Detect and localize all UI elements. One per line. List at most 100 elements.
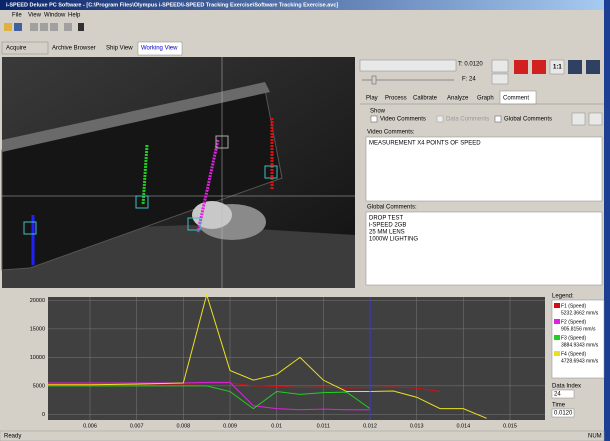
tool-button[interactable] [40, 23, 48, 31]
tab-label[interactable]: Acquire [6, 46, 27, 52]
tab-label[interactable]: Process [385, 96, 407, 102]
series-line [48, 385, 371, 410]
button[interactable] [491, 73, 509, 85]
button[interactable] [549, 59, 565, 75]
toolbar [4, 23, 84, 31]
tab-label[interactable]: Comment [503, 96, 529, 102]
comment[interactable]: 25 MM LENS [369, 230, 405, 236]
checkbox-label[interactable]: Global Comments [504, 117, 552, 123]
tool-button[interactable] [4, 23, 12, 31]
window-title: i-SPEED Deluxe PC Software - [C:\Program… [6, 2, 338, 8]
x-tick-label: 0.011 [317, 423, 330, 429]
tab-label[interactable]: Working View [141, 46, 178, 52]
menu[interactable]: Window [44, 13, 66, 19]
tool-button[interactable] [50, 23, 58, 31]
checkbox-label[interactable]: Data Comments [446, 117, 489, 123]
x-tick-label: 0.006 [83, 423, 97, 429]
legend-title: Legend: [552, 294, 574, 300]
button[interactable] [491, 59, 509, 73]
legend-value: 3884.9343 mm/s [561, 342, 599, 348]
tab-label[interactable]: Graph [477, 96, 494, 102]
x-tick-label: 0.013 [410, 423, 424, 429]
tab-label[interactable]: Ship View [106, 46, 133, 52]
comment[interactable]: 1000W LIGHTING [369, 237, 418, 243]
legend-swatch [554, 303, 560, 308]
marker [264, 165, 278, 179]
slider-thumb[interactable] [371, 75, 377, 85]
legend-entries: F1 (Speed)5232.3662 mm/s F2 (Speed)905.81… [554, 303, 599, 364]
legend-label: F4 (Speed) [561, 351, 586, 357]
legend-value: 5232.3662 mm/s [561, 310, 599, 316]
series-line [48, 381, 370, 411]
y-tick-label: 15000 [30, 326, 45, 332]
field-label: Time [552, 403, 566, 409]
control-panel: T: 0.0120 F: 24 1:1 Play Process Calibra… [359, 59, 604, 286]
field-label: Video Comments: [367, 130, 415, 136]
tab[interactable] [1, 41, 49, 55]
status: Ready [4, 434, 21, 440]
button[interactable] [514, 60, 528, 74]
menu[interactable]: File [12, 13, 22, 19]
tab-label[interactable]: Archive Browser [52, 46, 96, 52]
comment[interactable]: MEASUREMENT X4 POINTS OF SPEED [369, 141, 481, 147]
tool-button[interactable] [78, 23, 84, 31]
x-tick-label: 0.01 [271, 423, 282, 429]
button[interactable] [568, 60, 582, 74]
time-value[interactable]: 0.0120 [554, 411, 573, 417]
legend [551, 299, 605, 379]
field-label: Data Index [552, 384, 581, 390]
transport[interactable] [359, 59, 457, 72]
tab-label[interactable]: Analyze [447, 96, 469, 102]
button[interactable] [571, 112, 586, 126]
track [141, 144, 149, 206]
plot: 0 5000 10000 15000 20000 0.006 0.007 0.008 0.009… [30, 292, 545, 429]
y-tick-label: 0 [42, 412, 45, 418]
comment[interactable]: i-SPEED 2GB [369, 223, 406, 229]
plot-area [48, 297, 545, 420]
marker [215, 135, 229, 149]
tab-active[interactable] [137, 41, 183, 56]
input[interactable] [551, 408, 575, 418]
field-label: Global Comments: [367, 205, 417, 211]
x-tick-label: 0.008 [176, 423, 190, 429]
marker [187, 217, 201, 231]
tab-label[interactable]: Calibrate [413, 96, 438, 102]
y-tick-label: 10000 [30, 355, 45, 361]
cylinder-top [192, 201, 232, 229]
track [196, 139, 220, 233]
checkbox[interactable] [436, 115, 444, 123]
input[interactable] [551, 389, 575, 399]
button[interactable] [588, 112, 603, 126]
checkbox[interactable] [494, 115, 502, 123]
menu[interactable]: View [28, 13, 42, 19]
checkbox[interactable] [370, 115, 378, 123]
y-tick-label: 5000 [33, 383, 45, 389]
zoom-button[interactable]: 1:1 [553, 65, 562, 71]
box-edge [2, 82, 270, 152]
tool-button[interactable] [30, 23, 38, 31]
data-index[interactable]: 24 [554, 392, 561, 398]
button[interactable] [586, 60, 600, 74]
status-indicator: NUM [588, 434, 602, 440]
legend-swatch [554, 351, 560, 356]
tool-button[interactable] [14, 23, 22, 31]
text-area[interactable] [365, 136, 603, 202]
legend-swatch [554, 335, 560, 340]
x-tick-label: 0.015 [503, 423, 517, 429]
time-display: T: 0.0120 [458, 62, 483, 68]
marker [135, 195, 149, 209]
tab-label[interactable]: Play [366, 96, 378, 102]
frame-display: F: 24 [462, 77, 476, 83]
x-tick-label: 0.014 [456, 423, 470, 429]
text-area[interactable] [365, 211, 603, 286]
checkbox-label[interactable]: Video Comments [380, 117, 426, 123]
legend-swatch [554, 319, 560, 324]
x-tick-label: 0.007 [130, 423, 144, 429]
x-tick-label: 0.009 [223, 423, 237, 429]
tool-button[interactable] [64, 23, 72, 31]
menu[interactable]: Help [68, 13, 81, 19]
comment[interactable]: DROP TEST [369, 216, 403, 222]
marker [23, 221, 37, 235]
button[interactable] [532, 60, 546, 74]
status-bar [0, 430, 605, 441]
